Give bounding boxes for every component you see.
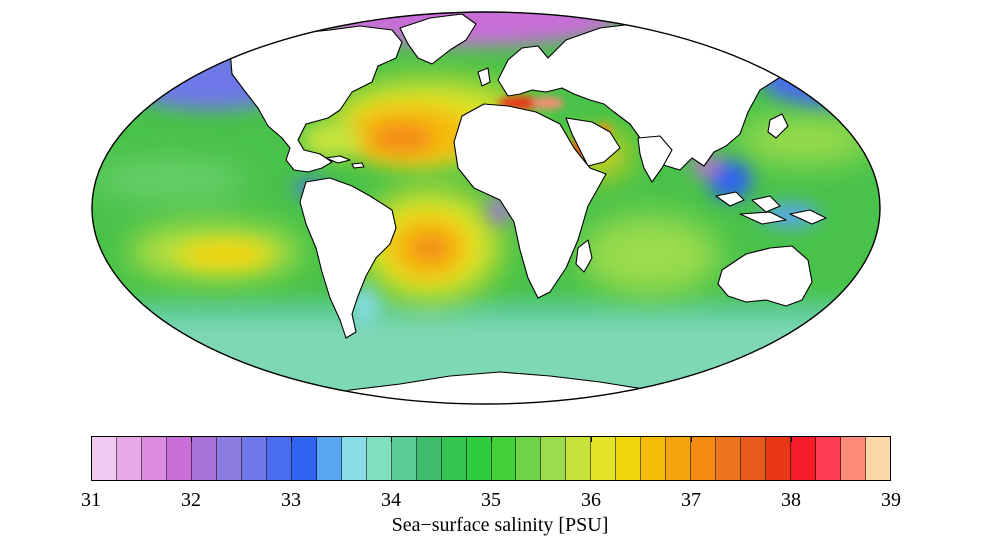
colorbar-swatch	[616, 437, 642, 480]
colorbar-swatch	[816, 437, 842, 480]
colorbar-swatch	[841, 437, 867, 480]
colorbar-swatch	[316, 437, 342, 480]
colorbar-tick-mark	[791, 436, 792, 442]
colorbar-swatch	[141, 437, 167, 480]
colorbar-swatch	[92, 437, 117, 480]
colorbar-swatch	[341, 437, 367, 480]
colorbar-swatch	[566, 437, 592, 480]
colorbar-swatch	[491, 437, 517, 480]
colorbar-title: Sea−surface salinity [PSU]	[391, 514, 609, 536]
colorbar-swatch	[441, 437, 467, 480]
colorbar-swatch	[166, 437, 192, 480]
colorbar-tick-mark	[890, 436, 891, 442]
salinity-colorbar	[91, 436, 891, 481]
colorbar-swatch	[366, 437, 392, 480]
colorbar-tick-label: 31	[81, 489, 101, 511]
colorbar-tick-mark	[591, 436, 592, 442]
colorbar-tick-label: 37	[681, 489, 701, 511]
colorbar-swatch	[691, 437, 717, 480]
map-outline	[91, 11, 881, 405]
colorbar-tick-mark	[91, 436, 92, 442]
colorbar-swatch	[741, 437, 767, 480]
colorbar-swatch	[791, 437, 817, 480]
colorbar-tick-mark	[191, 436, 192, 442]
colorbar-swatch	[591, 437, 617, 480]
colorbar-swatch	[866, 437, 890, 480]
colorbar-tick-label: 35	[481, 489, 501, 511]
colorbar-tick-mark	[491, 436, 492, 442]
colorbar-tick-mark	[391, 436, 392, 442]
colorbar-tick-label: 39	[881, 489, 901, 511]
colorbar-swatch	[516, 437, 542, 480]
colorbar-tick-label: 32	[181, 489, 201, 511]
colorbar-swatch	[241, 437, 267, 480]
colorbar-swatch	[191, 437, 217, 480]
colorbar-swatch	[541, 437, 567, 480]
colorbar-swatch	[116, 437, 142, 480]
colorbar-swatch	[766, 437, 792, 480]
colorbar-tick-label: 38	[781, 489, 801, 511]
colorbar-swatch	[416, 437, 442, 480]
salinity-world-map	[91, 11, 881, 405]
colorbar-swatch	[266, 437, 292, 480]
colorbar-swatch	[716, 437, 742, 480]
colorbar-tick-label: 33	[281, 489, 301, 511]
ocean-salinity-field	[92, 12, 880, 404]
colorbar-tick-label: 36	[581, 489, 601, 511]
colorbar-swatch	[216, 437, 242, 480]
colorbar-swatch	[641, 437, 667, 480]
colorbar-tick-mark	[691, 436, 692, 442]
colorbar-tick-label: 34	[381, 489, 401, 511]
colorbar-swatch	[466, 437, 492, 480]
colorbar-swatch	[391, 437, 417, 480]
colorbar-swatch	[291, 437, 317, 480]
colorbar-swatch	[666, 437, 692, 480]
continents	[229, 13, 863, 404]
colorbar-tick-mark	[291, 436, 292, 442]
